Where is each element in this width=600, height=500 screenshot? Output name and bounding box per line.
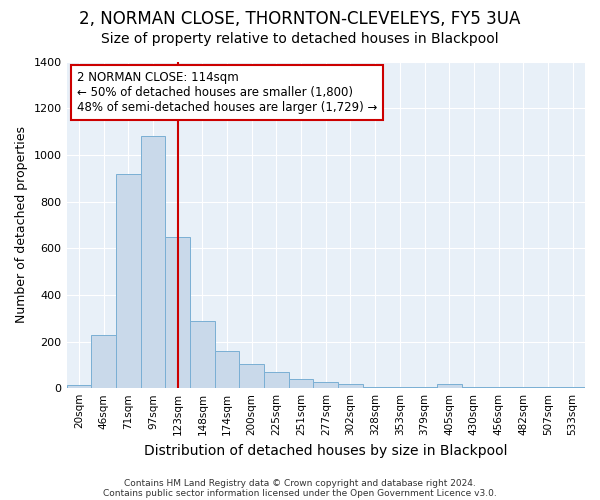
- Bar: [215, 351, 239, 388]
- Bar: [140, 136, 165, 388]
- Bar: [486, 387, 511, 388]
- Bar: [313, 382, 338, 388]
- Y-axis label: Number of detached properties: Number of detached properties: [15, 126, 28, 324]
- Bar: [116, 174, 140, 388]
- Bar: [437, 384, 461, 388]
- Bar: [388, 387, 412, 388]
- Bar: [536, 387, 560, 388]
- Bar: [412, 387, 437, 388]
- Text: 2, NORMAN CLOSE, THORNTON-CLEVELEYS, FY5 3UA: 2, NORMAN CLOSE, THORNTON-CLEVELEYS, FY5…: [79, 10, 521, 28]
- Text: Size of property relative to detached houses in Blackpool: Size of property relative to detached ho…: [101, 32, 499, 46]
- Bar: [338, 384, 363, 388]
- Bar: [67, 384, 91, 388]
- Text: Contains public sector information licensed under the Open Government Licence v3: Contains public sector information licen…: [103, 488, 497, 498]
- Bar: [461, 387, 486, 388]
- Bar: [289, 379, 313, 388]
- X-axis label: Distribution of detached houses by size in Blackpool: Distribution of detached houses by size …: [144, 444, 508, 458]
- Text: 2 NORMAN CLOSE: 114sqm
← 50% of detached houses are smaller (1,800)
48% of semi-: 2 NORMAN CLOSE: 114sqm ← 50% of detached…: [77, 72, 377, 114]
- Bar: [363, 387, 388, 388]
- Bar: [511, 387, 536, 388]
- Bar: [91, 334, 116, 388]
- Bar: [165, 236, 190, 388]
- Text: Contains HM Land Registry data © Crown copyright and database right 2024.: Contains HM Land Registry data © Crown c…: [124, 478, 476, 488]
- Bar: [560, 387, 585, 388]
- Bar: [239, 364, 264, 388]
- Bar: [190, 320, 215, 388]
- Bar: [264, 372, 289, 388]
